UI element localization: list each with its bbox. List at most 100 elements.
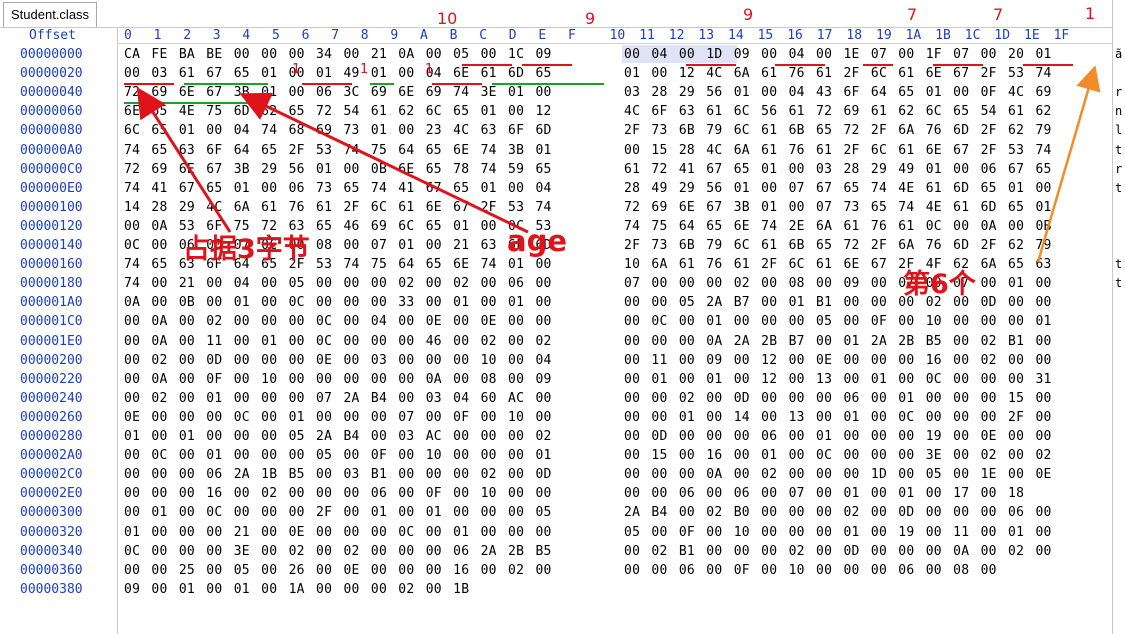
hex-bytes-left[interactable]: 00 0A 00 02 00 00 00 0C 00 04 00 0E 00 0… [124,314,552,330]
hex-bytes-left[interactable]: 00 0C 00 01 00 00 00 05 00 0F 00 10 00 0… [124,448,552,464]
hex-bytes-left[interactable]: 00 0A 00 0F 00 10 00 00 00 00 00 0A 00 0… [124,371,552,387]
arrow-age [239,92,529,234]
hex-bytes-right[interactable]: 00 00 06 00 0F 00 10 00 00 00 06 00 08 0… [624,562,997,578]
hex-bytes-left[interactable]: CA FE BA BE 00 00 00 34 00 21 0A 00 05 0… [124,47,552,62]
hex-bytes-left[interactable]: 0C 00 00 00 3E 00 02 00 02 00 00 00 06 2… [124,543,552,559]
offset-cell: 00000220 [20,371,83,387]
hex-bytes-left[interactable]: 01 00 01 00 00 00 05 2A B4 00 03 AC 00 0… [124,429,552,444]
offset-cell: 000001C0 [20,314,83,330]
hex-bytes-right[interactable]: 00 0C 00 01 00 00 00 05 00 0F 00 10 00 0… [624,314,1052,330]
underline [775,64,825,66]
hex-bytes-left[interactable]: 00 0A 00 11 00 01 00 0C 00 00 00 46 00 0… [124,333,552,349]
column-label: 0 [124,28,132,43]
arrow-3bytes [136,86,232,233]
hex-bytes-right[interactable]: 2F 73 6B 79 6C 61 6B 65 72 2F 6A 76 6D 2… [624,123,1052,139]
offset-cell: 00000260 [20,409,83,425]
hex-bytes-left[interactable]: 72 69 6E 67 3B 29 56 01 00 0B 6E 65 78 7… [124,161,552,177]
offset-cell: 000000E0 [20,180,83,196]
column-label: 3 [212,28,221,43]
hex-bytes-right[interactable]: 72 69 6E 67 3B 01 00 07 73 65 74 4E 61 6… [624,199,1052,215]
offset-cell: 00000340 [20,543,83,559]
hex-bytes-right[interactable]: 03 28 29 56 01 00 04 43 6F 64 65 01 00 0… [624,85,1052,101]
hex-bytes-left[interactable]: 72 69 6E 67 3B 01 00 06 3C 69 6E 69 74 3… [124,85,552,101]
hex-bytes-left[interactable]: 0E 00 00 00 0C 00 01 00 00 00 07 00 0F 0… [124,409,552,425]
offset-column [0,27,118,634]
column-label: D [508,28,517,43]
hex-bytes-right[interactable]: 00 02 B1 00 00 00 02 00 0D 00 00 00 0A 0… [624,543,1052,559]
column-label: 9 [390,28,399,43]
annotation-number: 9 [743,5,754,24]
column-label: 19 [876,28,892,43]
hex-bytes-right[interactable]: 00 00 00 0A 00 02 00 00 00 1D 00 05 00 1… [624,467,1052,483]
annotation-label-3bytes: 占据3字节 [183,234,310,265]
underline [462,64,512,66]
column-label: 16 [787,28,803,43]
hex-bytes-right[interactable]: 74 75 64 65 6E 74 2E 6A 61 76 61 0C 00 0… [624,218,1052,234]
hex-bytes-left[interactable]: 00 02 00 0D 00 00 00 0E 00 03 00 00 00 1… [124,352,552,368]
hex-bytes-right[interactable]: 00 00 02 00 0D 00 00 00 06 00 01 00 00 0… [624,390,1052,406]
selection-highlight [622,45,737,63]
hex-bytes-left[interactable]: 74 41 67 65 01 00 06 73 65 74 41 67 65 0… [124,180,552,196]
column-header [117,27,1112,44]
underline [492,83,604,85]
hex-bytes-right[interactable]: 4C 6F 63 61 6C 56 61 72 69 61 62 6C 65 5… [624,104,1052,120]
ascii-cell: t [1115,276,1123,291]
hex-bytes-left[interactable]: 00 00 00 06 2A 1B B5 00 03 B1 00 00 00 0… [124,467,552,483]
offset-cell: 00000120 [20,218,83,234]
hex-bytes-left[interactable]: 0C 00 06 00 07 0C 00 08 00 07 01 00 21 6… [124,238,552,253]
hex-bytes-left[interactable]: 00 0A 53 6F 75 72 63 65 46 69 6C 65 01 0… [124,218,552,234]
offset-cell: 00000100 [20,199,83,215]
hex-bytes-left[interactable]: 00 02 00 01 00 00 00 07 2A B4 00 03 04 6… [124,390,552,406]
column-label: 1E [1024,28,1040,43]
column-label: 8 [360,28,369,43]
hex-bytes-right[interactable]: 28 49 29 56 01 00 07 67 65 74 4E 61 6D 6… [624,180,1052,196]
hex-bytes-right[interactable]: 00 00 01 00 14 00 13 00 01 00 0C 00 00 0… [624,409,1052,425]
hex-bytes-right[interactable]: 10 6A 61 76 61 2F 6C 61 6E 67 2F 4F 62 6… [624,257,1052,273]
annotation-number: 1 [360,62,369,77]
offset-cell: 000002C0 [20,467,83,483]
hex-bytes-right[interactable]: 00 00 00 0A 2A 2B B7 00 01 2A 2B B5 00 0… [624,333,1052,349]
hex-bytes-left[interactable]: 0A 00 0B 00 01 00 0C 00 00 00 33 00 01 0… [124,295,552,311]
hex-bytes-left[interactable]: 00 00 25 00 05 00 26 00 0E 00 00 00 16 0… [124,562,552,578]
hex-bytes-left[interactable]: 00 00 00 16 00 02 00 00 00 06 00 0F 00 1… [124,486,552,502]
hex-bytes-right[interactable]: 07 00 00 00 02 00 08 00 09 00 07 00 07 0… [624,276,1052,292]
underline [686,64,736,66]
hex-bytes-left[interactable]: 01 00 00 00 21 00 0E 00 00 00 0C 00 01 0… [124,524,552,540]
hex-bytes-right[interactable]: 2A B4 00 02 B0 00 00 00 02 00 0D 00 00 0… [624,505,1052,521]
underline [184,83,268,85]
hex-bytes-right[interactable]: 00 11 00 09 00 12 00 0E 00 00 00 16 00 0… [624,352,1052,368]
hex-bytes-right[interactable]: 00 01 00 01 00 12 00 13 00 01 00 0C 00 0… [624,371,1052,387]
hex-bytes-right[interactable]: 05 00 0F 00 10 00 00 00 01 00 19 00 11 0… [624,524,1052,540]
hex-bytes-left[interactable]: 74 65 63 6F 64 65 2F 53 74 75 64 65 6E 7… [124,257,552,273]
ascii-cell: ã [1115,47,1123,61]
annotation-number: 1 [1085,4,1096,23]
underline [863,64,893,66]
ascii-cell: t [1115,180,1123,195]
hex-bytes-right[interactable]: 00 15 28 4C 6A 61 76 61 2F 6C 61 6E 67 2… [624,142,1052,158]
hex-bytes-right[interactable]: 61 72 41 67 65 01 00 03 28 29 49 01 00 0… [624,161,1052,177]
hex-bytes-left[interactable]: 74 00 21 00 04 00 05 00 00 00 02 00 02 0… [124,276,552,292]
column-label: 6 [301,28,310,43]
hex-bytes-right[interactable]: 00 0D 00 00 00 06 00 01 00 00 00 19 00 0… [624,429,1052,444]
offset-cell: 00000380 [20,581,83,597]
offset-cell: 000000C0 [20,161,83,177]
column-label: 1B [935,28,951,43]
annotation-number: 1 [292,62,301,77]
hex-bytes-left[interactable]: 09 00 01 00 01 00 1A 00 00 00 02 00 1B [124,581,470,597]
hex-bytes-right[interactable]: 00 15 00 16 00 01 00 0C 00 00 00 3E 00 0… [624,448,1052,464]
underline [124,102,268,104]
hex-bytes-right[interactable]: 2F 73 6B 79 6C 61 6B 65 72 2F 6A 76 6D 2… [624,238,1052,253]
column-label: 18 [846,28,863,43]
column-label: 1 [153,28,162,43]
hex-bytes-left[interactable]: 00 03 61 67 65 01 00 01 49 01 00 04 6E 6… [124,66,552,82]
offset-cell: 000002A0 [20,448,83,464]
offset-cell: 00000360 [20,562,83,578]
offset-cell: 00000140 [20,238,83,253]
hex-bytes-right[interactable]: 00 00 06 00 06 00 07 00 01 00 01 00 17 0… [624,486,1025,502]
hex-bytes-right[interactable]: 00 04 00 1D 09 00 04 00 1E 07 00 1F 07 0… [624,47,1052,62]
hex-bytes-left[interactable]: 00 01 00 0C 00 00 00 2F 00 01 00 01 00 0… [124,505,552,521]
tab-student-class[interactable]: Student.class [3,2,98,27]
column-label: A [420,28,428,43]
hex-bytes-right[interactable]: 01 00 12 4C 6A 61 76 61 2F 6C 61 6E 67 2… [624,66,1052,82]
hex-bytes-right[interactable]: 00 00 05 2A B7 00 01 B1 00 00 00 02 00 0… [624,295,1052,311]
